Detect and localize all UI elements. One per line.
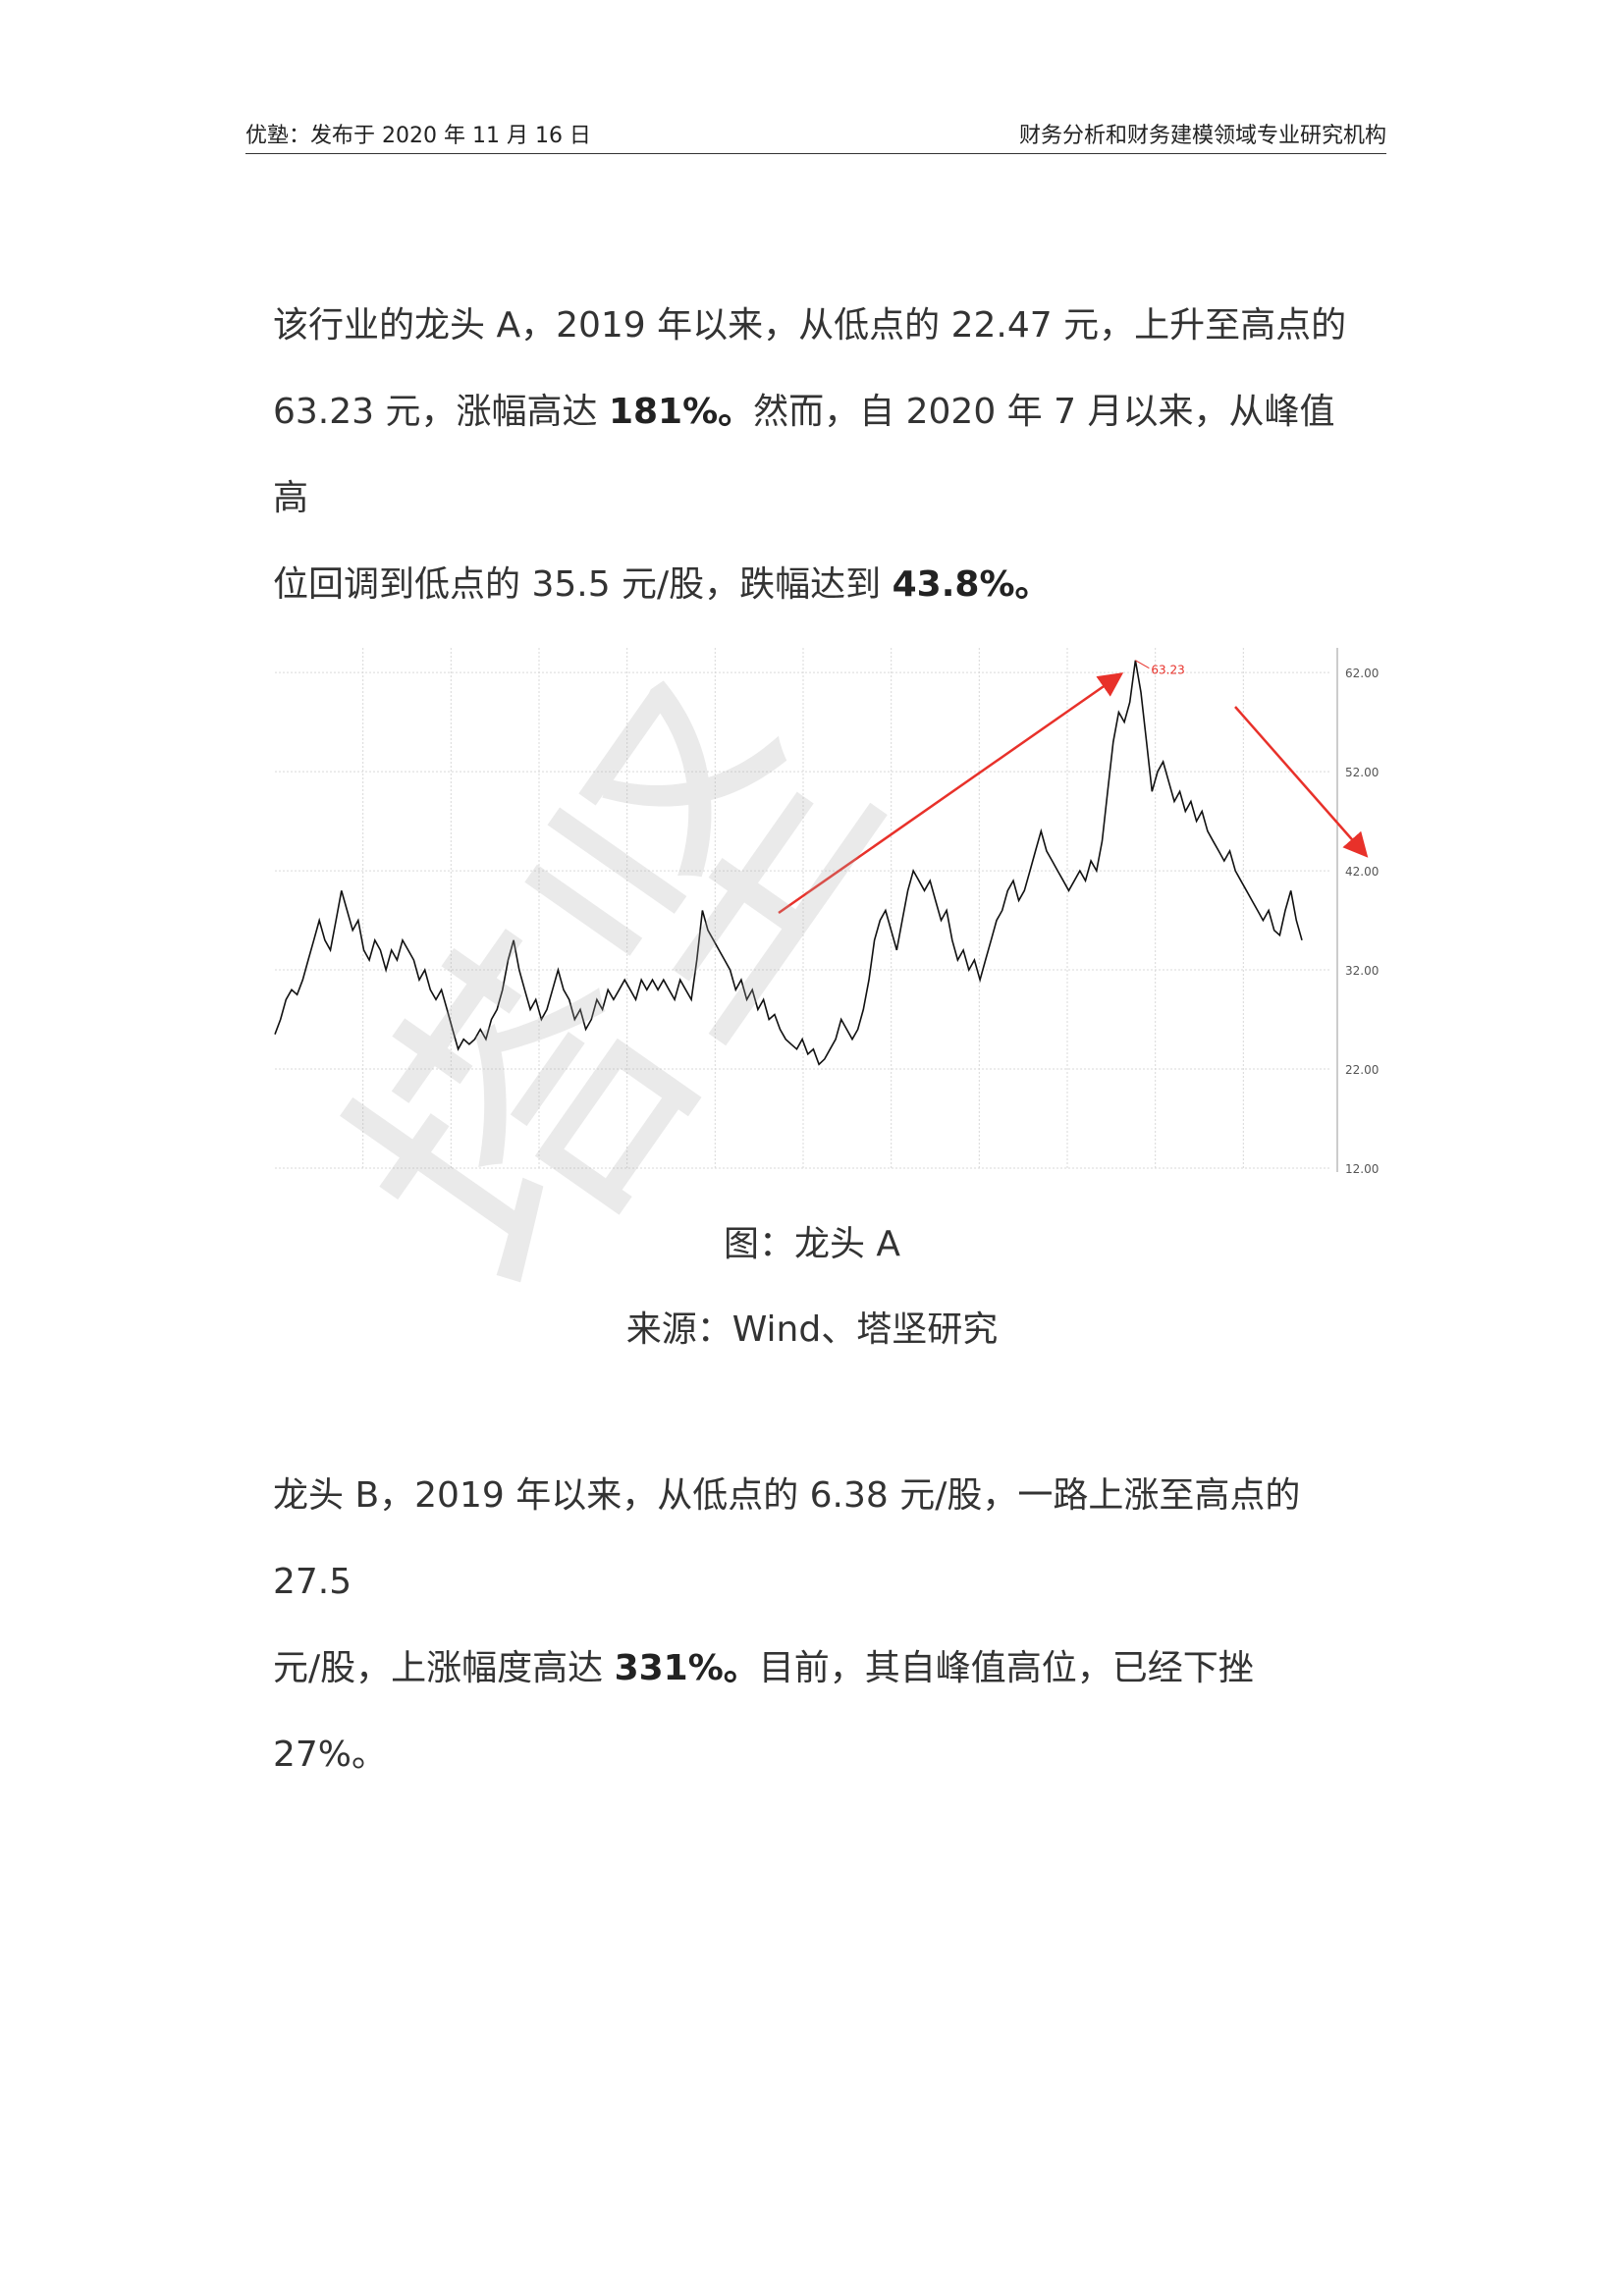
y-tick-label: 32.00 — [1345, 964, 1379, 978]
paragraph-leader-a: 该行业的龙头 A，2019 年以来，从低点的 22.47 元，上升至高点的 63… — [273, 283, 1363, 628]
peak-label: 63.23 — [1151, 664, 1184, 677]
paragraph-line: 该行业的龙头 A，2019 年以来，从低点的 22.47 元，上升至高点的 — [273, 305, 1347, 346]
stock-price-chart: 62.00 52.00 42.00 32.00 22.00 12.00 63.23 — [273, 638, 1402, 1178]
y-tick-label: 52.00 — [1345, 766, 1379, 779]
paragraph-line: 位回调到低点的 35.5 元/股，跌幅达到 43.8%。 — [273, 564, 1051, 605]
y-tick-label: 22.00 — [1345, 1063, 1379, 1077]
header-org-tagline: 财务分析和财务建模领域专业研究机构 — [1018, 124, 1386, 148]
paragraph-line: 元/股，上涨幅度高达 331%。目前，其自峰值高位，已经下挫 27%。 — [273, 1648, 1254, 1775]
figure-caption: 图：龙头 A — [723, 1224, 901, 1264]
header-publish-date: 优塾：发布于 2020 年 11 月 16 日 — [245, 124, 591, 148]
figure-source: 来源：Wind、塔坚研究 — [625, 1309, 999, 1350]
page-header: 优塾：发布于 2020 年 11 月 16 日 财务分析和财务建模领域专业研究机… — [245, 116, 1386, 154]
y-tick-label: 12.00 — [1345, 1162, 1379, 1176]
paragraph-line: 63.23 元，涨幅高达 181%。然而，自 2020 年 7 月以来，从峰值高 — [273, 392, 1335, 518]
y-tick-label: 62.00 — [1345, 667, 1379, 680]
highlight-b-rise-pct: 331%。 — [614, 1648, 759, 1688]
peak-label-leader — [1135, 660, 1150, 669]
highlight-rise-pct: 181%。 — [608, 392, 754, 432]
uptrend-arrow — [778, 672, 1124, 915]
paragraph-leader-b: 龙头 B，2019 年以来，从低点的 6.38 元/股，一路上涨至高点的 27.… — [273, 1453, 1363, 1798]
paragraph-line: 龙头 B，2019 年以来，从低点的 6.38 元/股，一路上涨至高点的 27.… — [273, 1475, 1301, 1602]
price-series-line — [274, 660, 1303, 1066]
line-chart-svg: 62.00 52.00 42.00 32.00 22.00 12.00 63.23 — [274, 648, 1379, 1176]
highlight-drop-pct: 43.8%。 — [892, 564, 1051, 605]
downtrend-arrow — [1234, 706, 1369, 858]
y-tick-label: 42.00 — [1345, 865, 1379, 879]
